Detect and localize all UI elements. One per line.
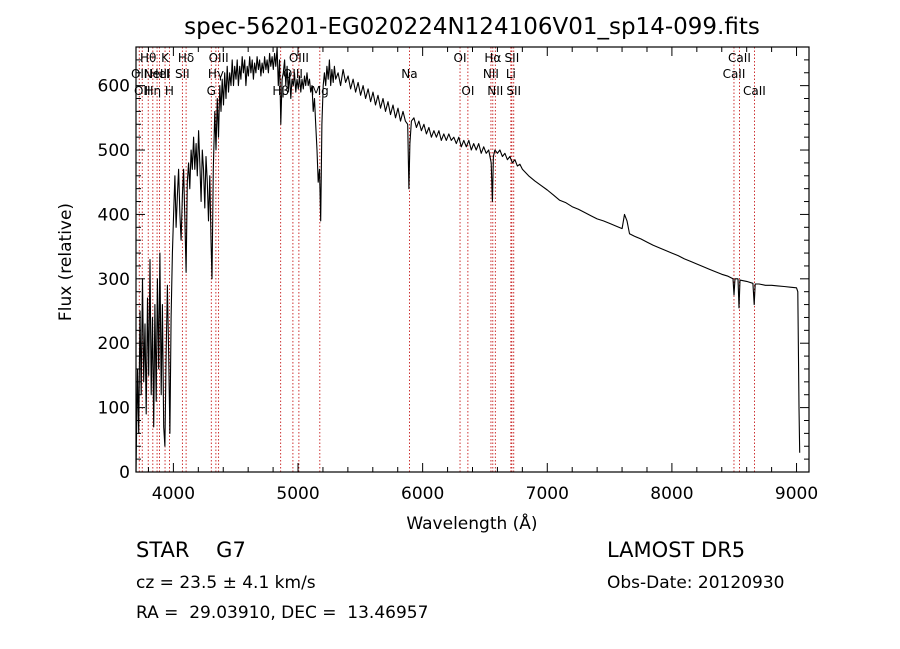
x-tick-label: 6000: [401, 484, 444, 504]
line-marker-label-12: OIII: [209, 51, 229, 65]
line-marker-label-8: SII: [175, 67, 190, 81]
line-marker-label-20: NII: [483, 67, 499, 81]
line-marker-label-2: Hθ: [140, 51, 156, 65]
x-tick-label: 5000: [276, 484, 319, 504]
line-marker-label-22: NII: [487, 84, 503, 98]
line-marker-label-11: Hγ: [208, 67, 224, 81]
line-marker-label-5: HeI: [150, 67, 170, 81]
line-marker-label-16: Mg: [311, 84, 329, 98]
line-marker-label-19: OI: [461, 84, 474, 98]
line-marker-label-6: K: [161, 51, 170, 65]
line-marker-label-3: Hη: [145, 84, 162, 98]
line-marker-label-9: Hδ: [178, 51, 194, 65]
x-tick-label: 9000: [775, 484, 818, 504]
redshift-velocity-label: cz = 23.5 ± 4.1 km/s: [136, 573, 316, 593]
x-tick-label: 7000: [526, 484, 569, 504]
y-tick-label: 0: [119, 463, 130, 483]
x-tick-label: 8000: [650, 484, 693, 504]
y-axis: 0 100 200 300 400 500 600: [98, 59, 809, 483]
line-marker-label-24: SII: [505, 51, 520, 65]
survey-label: LAMOST DR5: [607, 538, 746, 562]
line-marker-label-23: Li: [506, 67, 516, 81]
y-tick-label: 400: [98, 205, 130, 225]
line-marker-label-18: OI: [454, 51, 467, 65]
coordinates-label: RA = 29.03910, DEC = 13.46957: [136, 603, 429, 623]
line-marker-label-0: OII: [131, 67, 148, 81]
line-marker-label-1: OII: [134, 84, 151, 98]
spectral-line-labels: OIIOIIHθHηNeIIIHeIKHSIIHδGHγOIIIHβOIIIOI…: [131, 51, 766, 98]
line-marker-label-17: Na: [401, 67, 417, 81]
line-marker-label-25: SII: [506, 84, 521, 98]
line-marker-label-26: CaII: [723, 67, 746, 81]
y-tick-label: 500: [98, 141, 130, 161]
line-marker-label-28: CaII: [743, 84, 766, 98]
line-marker-label-4: NeIII: [144, 67, 171, 81]
x-tick-label: 4000: [152, 484, 195, 504]
observation-date-label: Obs-Date: 20120930: [607, 573, 785, 593]
y-axis-label: Flux (relative): [56, 203, 76, 321]
y-tick-label: 100: [98, 399, 130, 419]
line-marker-label-21: Hα: [484, 51, 501, 65]
x-axis-label: Wavelength (Å): [406, 512, 537, 534]
line-marker-label-15: OIII: [289, 51, 309, 65]
plot-frame: [135, 46, 810, 473]
spectrum-series-line: [135, 46, 801, 473]
y-tick-label: 300: [98, 270, 130, 290]
chart-title: spec-56201-EG020224N124106V01_sp14-099.f…: [184, 14, 760, 40]
spectral-line-markers: [138, 47, 755, 472]
line-marker-label-10: G: [207, 84, 216, 98]
line-marker-label-7: H: [165, 84, 174, 98]
object-class-label: STAR G7: [136, 538, 246, 562]
y-tick-label: 600: [98, 77, 130, 97]
x-axis: 4000 5000 6000 7000 8000 9000: [147, 47, 818, 504]
y-tick-label: 200: [98, 334, 130, 354]
line-marker-label-27: CaII: [728, 51, 751, 65]
